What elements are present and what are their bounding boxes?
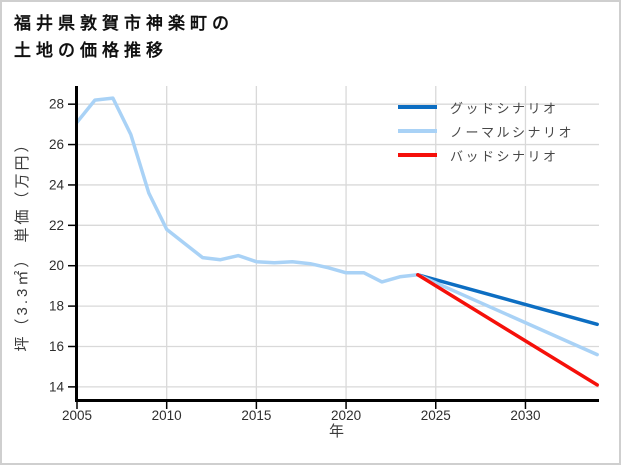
y-tick-label: 28 — [49, 97, 64, 112]
tick-labels: 14 16 18 20 22 24 26 28 2005 2010 2015 2020 2025 2030 — [49, 97, 541, 423]
line-normal-scenario — [416, 273, 599, 357]
chart-title: 福井県敦賀市神楽町の 土地の価格推移 — [14, 10, 234, 64]
axes — [68, 86, 599, 409]
legend-line-swatch — [398, 129, 437, 133]
y-axis-title: 坪（3.3㎡） 単価（万円） — [14, 134, 31, 351]
legend-label: ノーマルシナリオ — [450, 124, 575, 140]
gridlines — [77, 86, 599, 400]
legend-item-bad-scenario: バッドシナリオ — [398, 143, 574, 167]
legend-label: バッドシナリオ — [450, 148, 559, 164]
legend-item-normal-scenario: ノーマルシナリオ — [398, 119, 574, 143]
x-tick-label: 2030 — [510, 408, 540, 423]
x-tick-label: 2010 — [152, 408, 182, 423]
y-tick-label: 16 — [49, 339, 64, 354]
line-bad-scenario — [416, 273, 599, 387]
x-axis-title: 年 — [329, 423, 347, 440]
y-tick-label: 24 — [49, 177, 65, 192]
y-tick-label: 22 — [49, 218, 64, 233]
legend-label: グッドシナリオ — [450, 100, 559, 116]
y-tick-label: 26 — [49, 137, 64, 152]
chart-title-line-2: 土地の価格推移 — [14, 41, 168, 60]
legend-item-good-scenario: グッドシナリオ — [398, 95, 574, 119]
legend: グッドシナリオ ノーマルシナリオ バッドシナリオ — [398, 95, 574, 167]
y-tick-label: 18 — [49, 299, 64, 314]
x-tick-label: 2005 — [62, 408, 92, 423]
y-tick-label: 20 — [49, 258, 64, 273]
x-tick-label: 2015 — [241, 408, 271, 423]
chart-title-line-1: 福井県敦賀市神楽町の — [14, 14, 234, 33]
x-tick-label: 2025 — [421, 408, 451, 423]
data-lines — [75, 96, 599, 387]
legend-line-swatch — [398, 153, 437, 157]
legend-line-swatch — [398, 105, 437, 109]
line-history — [75, 96, 420, 284]
x-tick-label: 2020 — [331, 408, 361, 423]
y-tick-label: 14 — [49, 379, 65, 394]
line-good-scenario — [416, 273, 599, 327]
